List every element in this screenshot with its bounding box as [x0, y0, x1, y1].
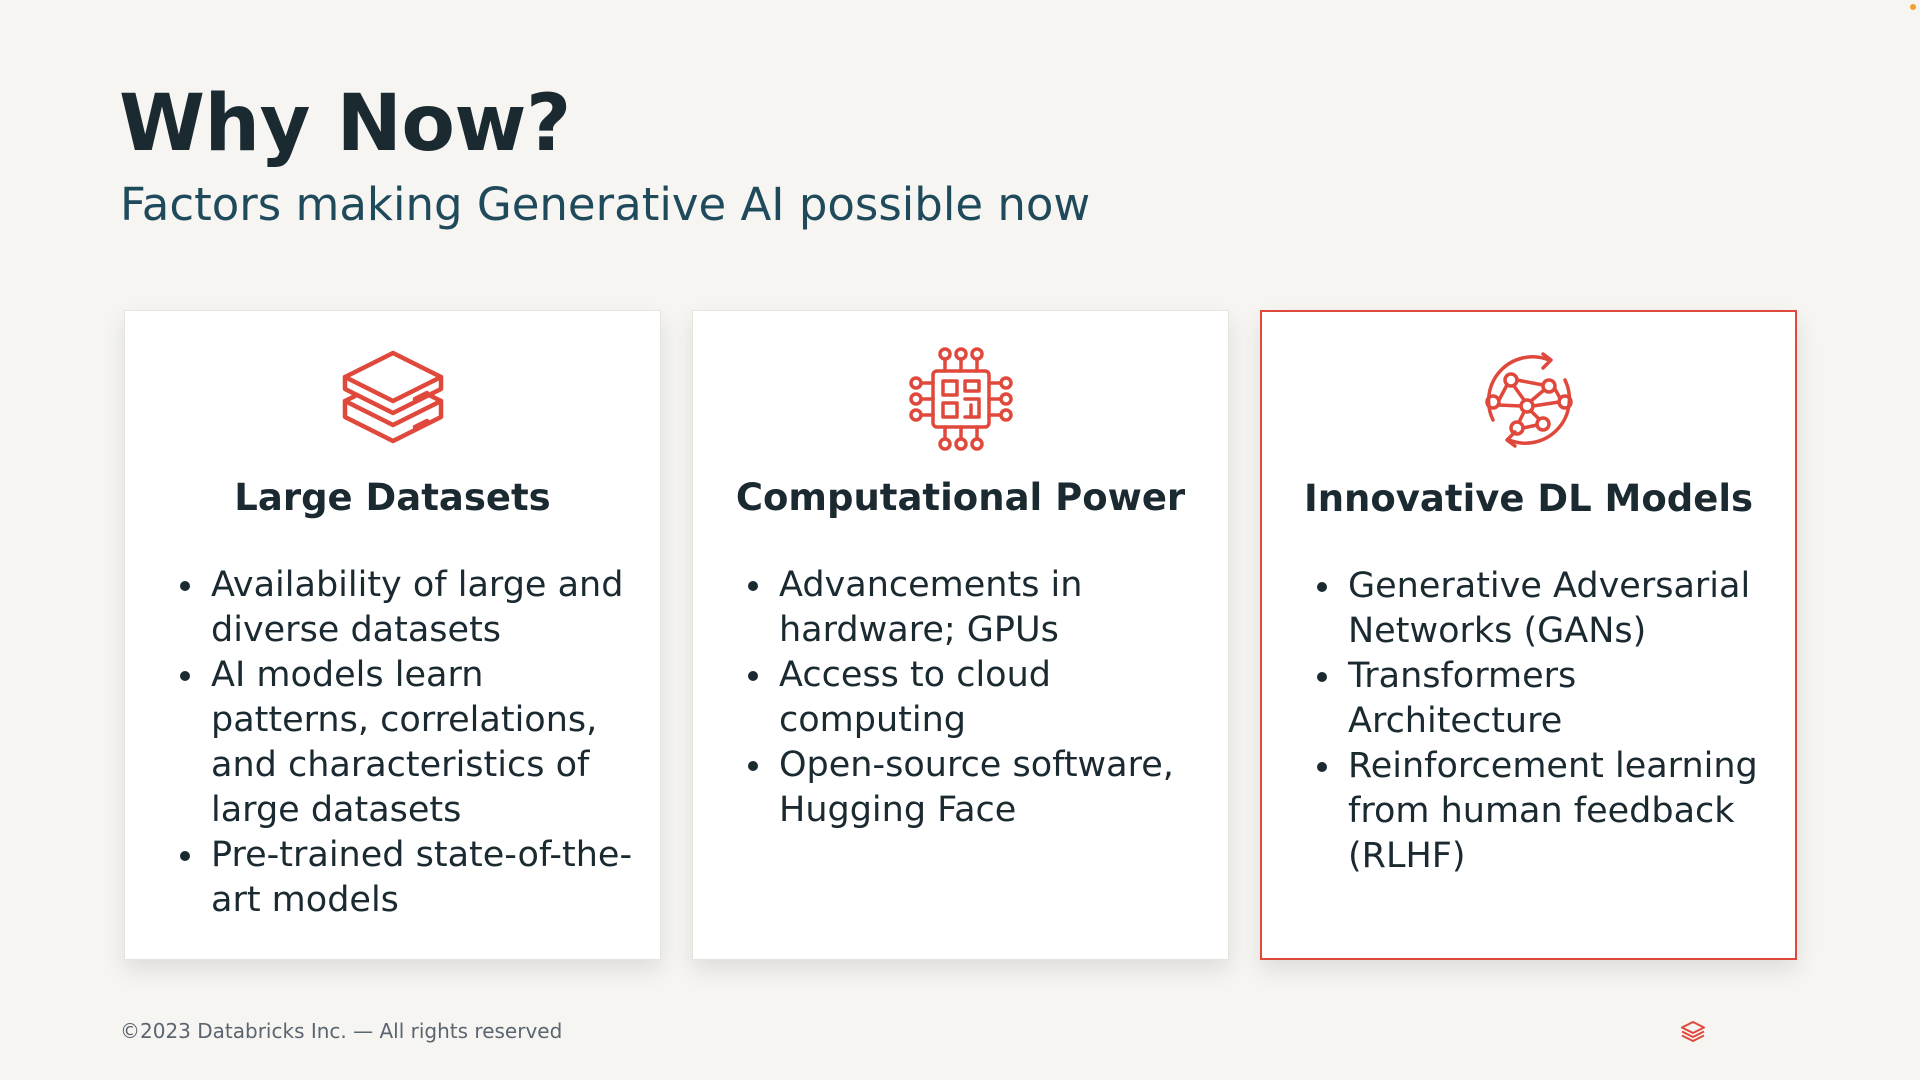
card-large-datasets: Large Datasets Availability of large and…	[124, 310, 661, 960]
bullet-item: Advancements in hardware; GPUs	[775, 563, 1218, 653]
card-innovative-dl-models: Innovative DL Models Generative Adversar…	[1260, 310, 1797, 960]
card-title: Computational Power	[735, 476, 1186, 519]
circuit-chip-icon	[908, 347, 1013, 451]
bullet-item: Generative Adversarial Networks (GANs)	[1344, 564, 1785, 654]
databricks-logo-icon	[1681, 1021, 1705, 1042]
slide-subtitle: Factors making Generative AI possible no…	[120, 178, 1091, 231]
bullet-item: Pre-trained state-of-the-art models	[207, 833, 650, 923]
bullet-list: Advancements in hardware; GPUs Access to…	[733, 563, 1218, 833]
footer-copyright: ©2023 Databricks Inc. — All rights reser…	[120, 1019, 563, 1043]
bullet-item: Reinforcement learning from human feedba…	[1344, 744, 1785, 879]
bullet-item: AI models learn patterns, correlations, …	[207, 653, 650, 833]
stacked-layers-icon	[342, 350, 443, 444]
bullet-item: Availability of large and diverse datase…	[207, 563, 650, 653]
neural-network-cycle-icon	[1484, 352, 1573, 448]
bullet-list: Generative Adversarial Networks (GANs) T…	[1302, 564, 1785, 879]
recording-indicator-dot	[1910, 4, 1916, 10]
bullet-item: Access to cloud computing	[775, 653, 1218, 743]
card-title: Large Datasets	[234, 476, 551, 519]
bullet-list: Availability of large and diverse datase…	[165, 563, 650, 923]
card-title: Innovative DL Models	[1303, 477, 1754, 520]
bullet-item: Transformers Architecture	[1344, 654, 1785, 744]
bullet-item: Open-source software, Hugging Face	[775, 743, 1218, 833]
card-computational-power: Computational Power Advancements in hard…	[692, 310, 1229, 960]
slide-title: Why Now?	[119, 79, 571, 169]
